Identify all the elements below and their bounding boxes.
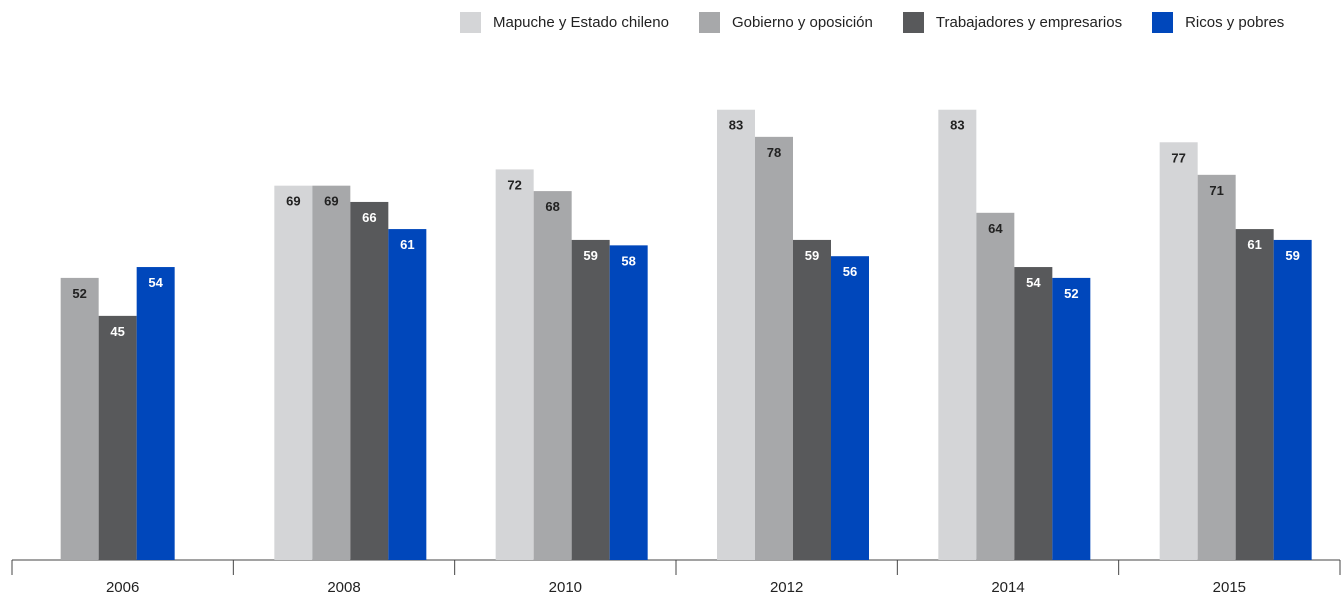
bar-value-label: 59 xyxy=(805,248,819,263)
bar-value-label: 52 xyxy=(72,286,86,301)
bar xyxy=(60,277,99,560)
legend: Mapuche y Estado chileno Gobierno y opos… xyxy=(460,12,1284,33)
x-tick-label: 2012 xyxy=(770,579,803,596)
bar-value-label: 61 xyxy=(400,237,414,252)
bar-value-label: 71 xyxy=(1209,183,1223,198)
x-tick-label: 2015 xyxy=(1213,579,1246,596)
bar xyxy=(312,185,351,561)
legend-item-ricos: Ricos y pobres xyxy=(1152,12,1284,33)
legend-item-gobierno: Gobierno y oposición xyxy=(698,12,873,33)
bar-value-label: 72 xyxy=(507,177,521,192)
bar xyxy=(938,109,977,560)
bar-value-label: 61 xyxy=(1247,237,1261,252)
bar-value-label: 69 xyxy=(324,194,338,209)
x-tick-label: 2008 xyxy=(327,579,360,596)
bar-value-label: 54 xyxy=(148,275,163,290)
legend-item-mapuche: Mapuche y Estado chileno xyxy=(460,12,669,33)
bar xyxy=(571,239,610,561)
bar xyxy=(136,267,175,560)
bar xyxy=(274,185,313,561)
bar xyxy=(388,229,427,560)
legend-item-trabajadores: Trabajadores y empresarios xyxy=(902,12,1123,33)
legend-swatch xyxy=(460,12,481,33)
bar xyxy=(1014,267,1053,560)
legend-label: Trabajadores y empresarios xyxy=(935,14,1123,31)
bar-value-label: 45 xyxy=(110,324,124,339)
x-tick-label: 2006 xyxy=(106,579,139,596)
bar-value-label: 58 xyxy=(621,253,635,268)
bar xyxy=(1052,277,1091,560)
x-tick-label: 2010 xyxy=(549,579,582,596)
x-tick-label: 2014 xyxy=(991,579,1024,596)
legend-swatch xyxy=(1152,12,1174,33)
bar-value-label: 66 xyxy=(362,210,376,225)
bar xyxy=(609,245,648,560)
bar-value-label: 59 xyxy=(583,248,597,263)
bar xyxy=(533,191,572,560)
legend-label: Ricos y pobres xyxy=(1185,14,1285,31)
legend-swatch xyxy=(698,12,720,33)
bar-value-label: 77 xyxy=(1171,150,1185,165)
bar-value-label: 59 xyxy=(1285,248,1299,263)
bar-value-label: 83 xyxy=(729,118,743,133)
bar xyxy=(495,169,534,560)
bar-value-label: 83 xyxy=(950,118,964,133)
bar xyxy=(98,315,137,560)
bar xyxy=(1273,239,1312,561)
bar xyxy=(831,256,869,560)
bar xyxy=(976,212,1015,561)
bar-value-label: 52 xyxy=(1064,286,1078,301)
bar xyxy=(1159,142,1198,560)
bar-value-label: 56 xyxy=(843,264,857,279)
bar xyxy=(717,109,755,560)
bar xyxy=(1197,174,1236,560)
bar xyxy=(755,136,793,560)
bar-value-label: 64 xyxy=(988,221,1003,236)
bar xyxy=(793,239,831,561)
legend-label: Gobierno y oposición xyxy=(731,14,873,31)
bar-value-label: 69 xyxy=(286,194,300,209)
legend-swatch xyxy=(902,12,924,33)
bar-value-label: 78 xyxy=(767,145,781,160)
bar-value-label: 54 xyxy=(1026,275,1041,290)
bar xyxy=(350,201,389,560)
bar-value-label: 68 xyxy=(545,199,559,214)
bar xyxy=(1235,229,1274,560)
legend-label: Mapuche y Estado chileno xyxy=(493,14,669,31)
